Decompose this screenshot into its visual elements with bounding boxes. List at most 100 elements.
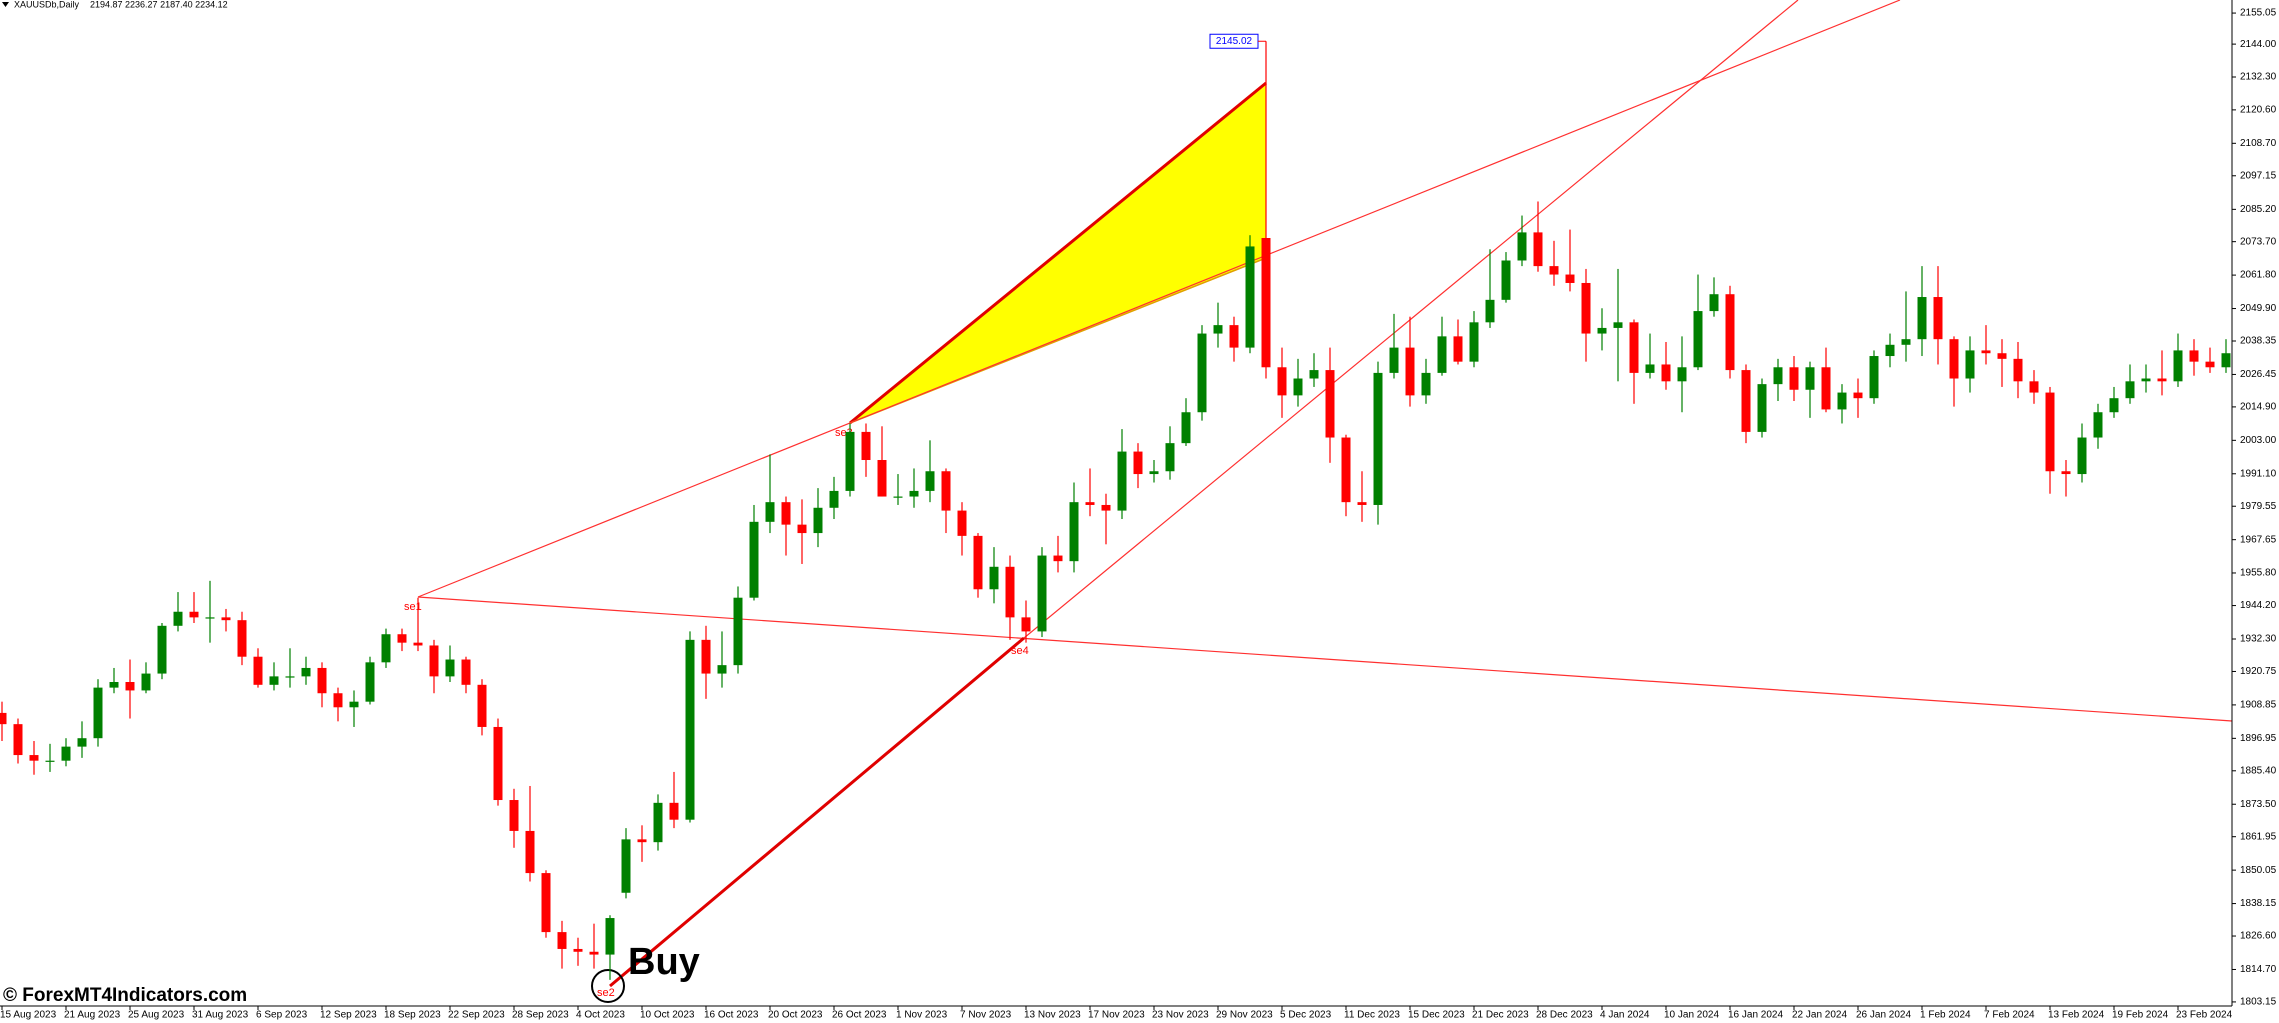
candle-body — [365, 662, 375, 702]
candle-body — [957, 510, 967, 536]
x-tick-label: 10 Jan 2024 — [1664, 1010, 1719, 1021]
candle-body — [941, 471, 951, 511]
candle-body — [1069, 502, 1079, 562]
candle-body — [1821, 367, 1831, 410]
y-tick-label: 1896.95 — [2240, 733, 2277, 744]
candle-body — [1885, 344, 1895, 357]
y-tick-label: 1861.95 — [2240, 831, 2277, 842]
y-tick-label: 2144.00 — [2240, 39, 2277, 50]
candle-body — [2189, 350, 2199, 362]
candle-body — [349, 701, 359, 708]
candle-body — [205, 617, 215, 619]
y-tick-label: 2120.60 — [2240, 105, 2277, 116]
x-tick-label: 21 Aug 2023 — [64, 1010, 121, 1021]
candle-body — [1453, 336, 1463, 362]
candle-body — [1261, 238, 1271, 368]
candle-body — [189, 611, 199, 618]
candle-body — [1789, 367, 1799, 390]
candle-body — [1133, 451, 1143, 475]
x-tick-label: 31 Aug 2023 — [192, 1010, 249, 1021]
candle-body — [0, 712, 7, 725]
candle-body — [765, 502, 775, 522]
candle-body — [445, 659, 455, 677]
x-tick-label: 7 Feb 2024 — [1984, 1010, 2035, 1021]
candle-body — [1661, 364, 1671, 382]
candle-body — [685, 639, 695, 820]
candle-body — [925, 471, 935, 491]
candle-body — [2061, 471, 2071, 475]
candle-body — [141, 673, 151, 691]
header-values: 2194.87 2236.27 2187.40 2234.12 — [90, 0, 228, 9]
candle-body — [2173, 350, 2183, 382]
y-tick-label: 2108.70 — [2240, 138, 2277, 149]
candle-body — [1293, 378, 1303, 396]
x-tick-label: 26 Jan 2024 — [1856, 1010, 1911, 1021]
candle-body — [493, 726, 503, 801]
candle-body — [269, 676, 279, 685]
candle-body — [1805, 367, 1815, 390]
candle-body — [1533, 232, 1543, 267]
candle-body — [1389, 347, 1399, 373]
x-tick-label: 13 Nov 2023 — [1024, 1010, 1081, 1021]
candle-body — [621, 839, 631, 893]
candle-body — [1405, 347, 1415, 396]
candle-body — [381, 634, 391, 663]
x-tick-label: 1 Nov 2023 — [896, 1010, 948, 1021]
candle-body — [1341, 437, 1351, 503]
candle-body — [1501, 260, 1511, 300]
candle-body — [1613, 322, 1623, 328]
candle-body — [1117, 451, 1127, 511]
candle-body — [1565, 274, 1575, 283]
y-tick-label: 1826.60 — [2240, 931, 2277, 942]
y-tick-label: 1920.75 — [2240, 666, 2277, 677]
candle-body — [2205, 361, 2215, 368]
y-tick-label: 2038.35 — [2240, 336, 2277, 347]
candle-body — [1229, 325, 1239, 348]
candle-body — [2141, 378, 2151, 382]
x-tick-label: 12 Sep 2023 — [320, 1010, 377, 1021]
y-tick-label: 1814.70 — [2240, 964, 2277, 975]
candle-body — [2221, 353, 2231, 368]
candle-body — [989, 566, 999, 590]
x-tick-label: 15 Dec 2023 — [1408, 1010, 1465, 1021]
y-tick-label: 1803.15 — [2240, 997, 2277, 1008]
candle-body — [2045, 392, 2055, 472]
candle-body — [1181, 412, 1191, 444]
candle-body — [1997, 353, 2007, 359]
y-tick-label: 1991.10 — [2240, 468, 2277, 479]
swing-label: se4 — [1011, 645, 1029, 657]
candle-body — [509, 800, 519, 831]
candle-body — [285, 676, 295, 678]
candle-body — [717, 665, 727, 674]
candle-body — [1965, 350, 1975, 379]
candle-body — [909, 490, 919, 497]
candle-body — [2157, 378, 2167, 382]
candle-body — [1309, 370, 1319, 379]
candle-body — [333, 693, 343, 708]
y-tick-label: 2073.70 — [2240, 236, 2277, 247]
y-tick-label: 1955.80 — [2240, 568, 2277, 579]
candle-body — [797, 524, 807, 534]
candle-body — [77, 738, 87, 747]
y-tick-label: 1873.50 — [2240, 799, 2277, 810]
candle-body — [93, 687, 103, 739]
y-tick-label: 2155.05 — [2240, 8, 2277, 19]
candle-body — [1725, 294, 1735, 371]
candle-body — [1757, 384, 1767, 432]
y-tick-label: 2026.45 — [2240, 369, 2277, 380]
candle-body — [605, 918, 615, 955]
x-tick-label: 28 Dec 2023 — [1536, 1010, 1593, 1021]
y-tick-label: 1850.05 — [2240, 865, 2277, 876]
y-tick-label: 1838.15 — [2240, 898, 2277, 909]
candle-body — [1421, 372, 1431, 396]
y-tick-label: 1908.85 — [2240, 700, 2277, 711]
candle-body — [669, 802, 679, 820]
candle-body — [1469, 322, 1479, 362]
trend-line — [417, 0, 1901, 598]
x-tick-label: 23 Nov 2023 — [1152, 1010, 1209, 1021]
y-tick-label: 2014.90 — [2240, 402, 2277, 413]
candle-body — [2077, 437, 2087, 475]
x-tick-label: 22 Jan 2024 — [1792, 1010, 1847, 1021]
candle-body — [749, 521, 759, 598]
candle-body — [1085, 502, 1095, 505]
